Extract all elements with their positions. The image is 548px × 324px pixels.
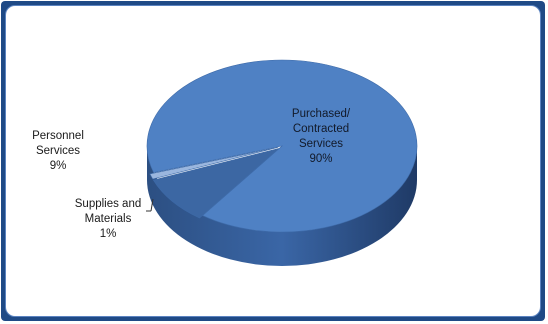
pie-side-wall: [147, 146, 417, 266]
slice-personnel: [152, 148, 280, 219]
slice-label-text: Supplies and Materials: [74, 198, 142, 225]
slice-label-personnel: Personnel Services 9%: [18, 129, 98, 174]
slice-label-supplies: Supplies and Materials 1%: [66, 197, 150, 242]
slice-percent: 9%: [49, 160, 67, 172]
pie-chart: [146, 59, 418, 266]
slice-purchased: [146, 59, 418, 233]
slice-label-text: Personnel Services: [32, 130, 84, 157]
slice-label-purchased: Purchased/ Contracted Services 90%: [256, 107, 386, 167]
slice-label-text: Purchased/ Contracted Services: [291, 108, 351, 150]
slice-percent: 90%: [309, 153, 333, 165]
slice-percent: 1%: [99, 228, 117, 240]
chart-panel: Purchased/ Contracted Services 90% Person…: [5, 5, 541, 317]
slice-supplies: [149, 147, 279, 180]
supplies-leader-line-tick: [150, 198, 154, 212]
